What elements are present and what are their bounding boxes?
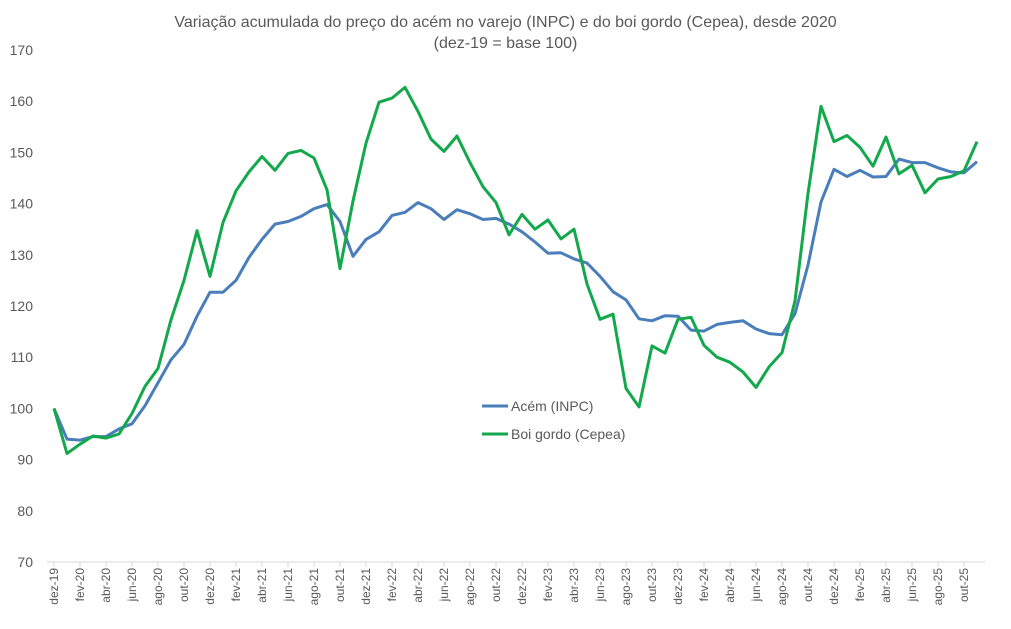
y-tick-label: 90 [17,452,33,468]
x-tick-label: fev-22 [385,568,399,602]
legend-label: Acém (INPC) [511,398,593,414]
x-tick-label: out-25 [957,568,971,602]
x-tick-label: fev-24 [697,568,711,602]
x-tick-label: ago-23 [619,568,633,606]
y-tick-label: 130 [10,247,34,263]
x-tick-label: out-21 [333,568,347,602]
x-tick-label: abr-21 [255,568,269,603]
x-tick-label: out-23 [645,568,659,602]
chart-subtitle: (dez-19 = base 100) [433,35,578,52]
x-tick-label: fev-21 [229,568,243,602]
y-tick-label: 100 [10,400,34,416]
x-tick-label: dez-21 [359,568,373,605]
y-tick-label: 160 [10,93,34,109]
x-tick-label: dez-23 [671,568,685,605]
x-tick-label: dez-22 [515,568,529,605]
x-tick-label: jun-25 [905,568,919,603]
x-tick-label: ago-22 [463,568,477,606]
x-tick-label: fev-20 [73,568,87,602]
x-tick-label: dez-19 [47,568,61,605]
y-tick-label: 140 [10,196,34,212]
x-tick-label: jun-22 [437,568,451,603]
chart-title: Variação acumulada do preço do acém no v… [174,14,837,31]
x-tick-label: abr-24 [723,568,737,603]
y-tick-label: 110 [11,349,34,365]
series-line-boi-gordo [52,85,979,455]
x-tick-label: ago-25 [931,568,945,606]
x-tick-label: abr-22 [411,568,425,603]
y-tick-label: 80 [17,503,33,519]
y-tick-label: 150 [10,144,34,160]
x-tick-label: ago-21 [307,568,321,606]
x-tick-label: out-22 [489,568,503,602]
x-tick-label: fev-25 [853,568,867,602]
x-tick-label: jun-20 [125,568,139,603]
x-tick-label: out-24 [801,568,815,602]
y-tick-label: 170 [10,42,34,58]
x-tick-label: jun-24 [749,568,763,603]
x-tick-label: out-20 [177,568,191,602]
x-tick-label: abr-20 [99,568,113,603]
y-tick-label: 120 [10,298,34,314]
x-tick-label: abr-23 [567,568,581,603]
x-tick-label: dez-20 [203,568,217,605]
x-tick-label: abr-25 [879,568,893,603]
legend-label: Boi gordo (Cepea) [511,426,625,442]
series-line-acem [52,157,978,442]
x-tick-label: jun-23 [593,568,607,603]
x-tick-label: ago-20 [151,568,165,606]
x-tick-label: dez-24 [827,568,841,605]
x-tick-label: fev-23 [541,568,555,602]
x-tick-label: jun-21 [281,568,295,603]
y-tick-label: 70 [17,554,33,570]
x-tick-label: ago-24 [775,568,789,606]
